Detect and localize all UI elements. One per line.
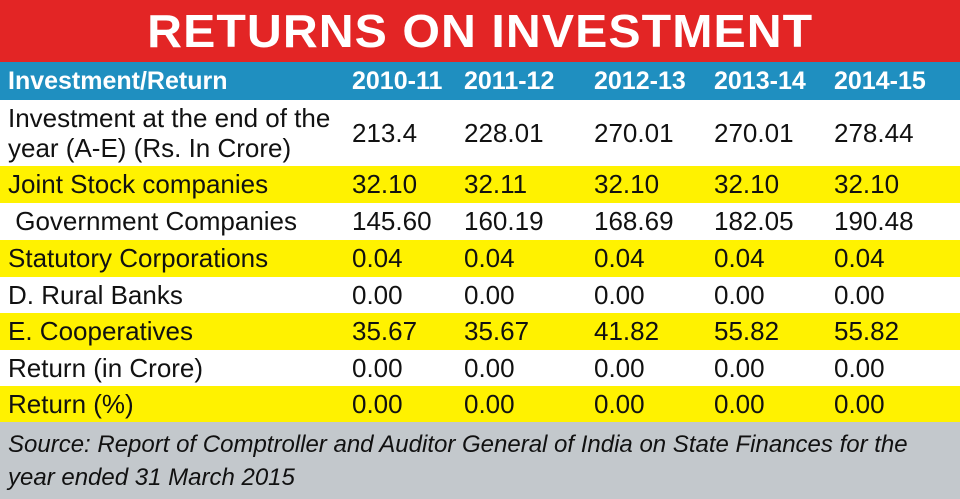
header-investment-return: Investment/Return: [8, 66, 228, 95]
row-label: Statutory Corporations: [8, 243, 269, 273]
row-value: 0.00: [594, 388, 645, 419]
row-value: 0.00: [464, 352, 515, 383]
table-row: Joint Stock companies 32.10 32.11 32.10 …: [0, 166, 960, 203]
row-value: 35.67: [464, 316, 530, 346]
row-value: 0.00: [594, 279, 645, 310]
row-value: 270.01: [714, 117, 794, 148]
row-value: 0.00: [714, 352, 765, 383]
row-value: 0.00: [464, 388, 515, 419]
row-label: E. Cooperatives: [8, 316, 193, 346]
row-value: 0.04: [464, 243, 515, 273]
row-value: 0.04: [594, 243, 645, 273]
row-value: 0.00: [352, 388, 403, 419]
row-value: 0.00: [714, 279, 765, 310]
row-label: Return (%): [8, 388, 134, 419]
row-label: D. Rural Banks: [8, 279, 183, 310]
row-label: Joint Stock companies: [8, 169, 269, 199]
table-row: Statutory Corporations 0.04 0.04 0.04 0.…: [0, 240, 960, 277]
table-row: Return (%) 0.00 0.00 0.00 0.00 0.00: [0, 386, 960, 422]
row-value: 0.00: [464, 279, 515, 310]
row-value: 0.00: [714, 388, 765, 419]
row-value: 0.00: [352, 352, 403, 383]
row-label: Return (in Crore): [8, 352, 204, 383]
row-value: 41.82: [594, 316, 660, 346]
row-value: 278.44: [834, 117, 914, 148]
table-row: Return (in Crore) 0.00 0.00 0.00 0.00 0.…: [0, 350, 960, 386]
row-value: 160.19: [464, 206, 544, 236]
row-value: 32.10: [352, 169, 418, 199]
row-value: 55.82: [834, 316, 900, 346]
table-row: Government Companies 145.60 160.19 168.6…: [0, 203, 960, 240]
row-value: 0.00: [834, 388, 885, 419]
row-label: Investment at the end of the year (A-E) …: [8, 103, 331, 163]
row-value: 55.82: [714, 316, 780, 346]
row-value: 32.10: [834, 169, 900, 199]
page-title: RETURNS ON INVESTMENT: [146, 5, 814, 57]
header-year-2014-15: 2014-15: [834, 66, 926, 95]
title-banner: RETURNS ON INVESTMENT: [0, 0, 960, 62]
row-value: 0.04: [714, 243, 765, 273]
row-value: 228.01: [464, 117, 544, 148]
row-value: 32.11: [464, 169, 528, 199]
source-note: Source: Report of Comptroller and Audito…: [8, 431, 908, 491]
row-label: Government Companies: [8, 206, 298, 236]
row-value: 213.4: [352, 117, 418, 148]
row-value: 0.00: [594, 352, 645, 383]
table-row: Investment at the end of the year (A-E) …: [0, 100, 960, 166]
header-year-2011-12: 2011-12: [464, 66, 555, 95]
header-year-2010-11: 2010-11: [352, 66, 443, 95]
row-value: 182.05: [714, 206, 794, 236]
row-value: 0.00: [834, 352, 885, 383]
row-value: 0.04: [352, 243, 403, 273]
table-row: E. Cooperatives 35.67 35.67 41.82 55.82 …: [0, 313, 960, 350]
row-value: 145.60: [352, 206, 432, 236]
table-header: Investment/Return 2010-11 2011-12 2012-1…: [0, 62, 960, 100]
header-year-2012-13: 2012-13: [594, 66, 686, 95]
row-value: 0.00: [834, 279, 885, 310]
row-value: 32.10: [714, 169, 780, 199]
row-value: 0.00: [352, 279, 403, 310]
row-value: 190.48: [834, 206, 914, 236]
header-year-2013-14: 2013-14: [714, 66, 806, 95]
row-value: 0.04: [834, 243, 885, 273]
source-footer: Source: Report of Comptroller and Audito…: [0, 422, 960, 499]
row-value: 270.01: [594, 117, 674, 148]
row-value: 32.10: [594, 169, 660, 199]
table-row: D. Rural Banks 0.00 0.00 0.00 0.00 0.00: [0, 277, 960, 313]
row-value: 35.67: [352, 316, 418, 346]
row-value: 168.69: [594, 206, 674, 236]
